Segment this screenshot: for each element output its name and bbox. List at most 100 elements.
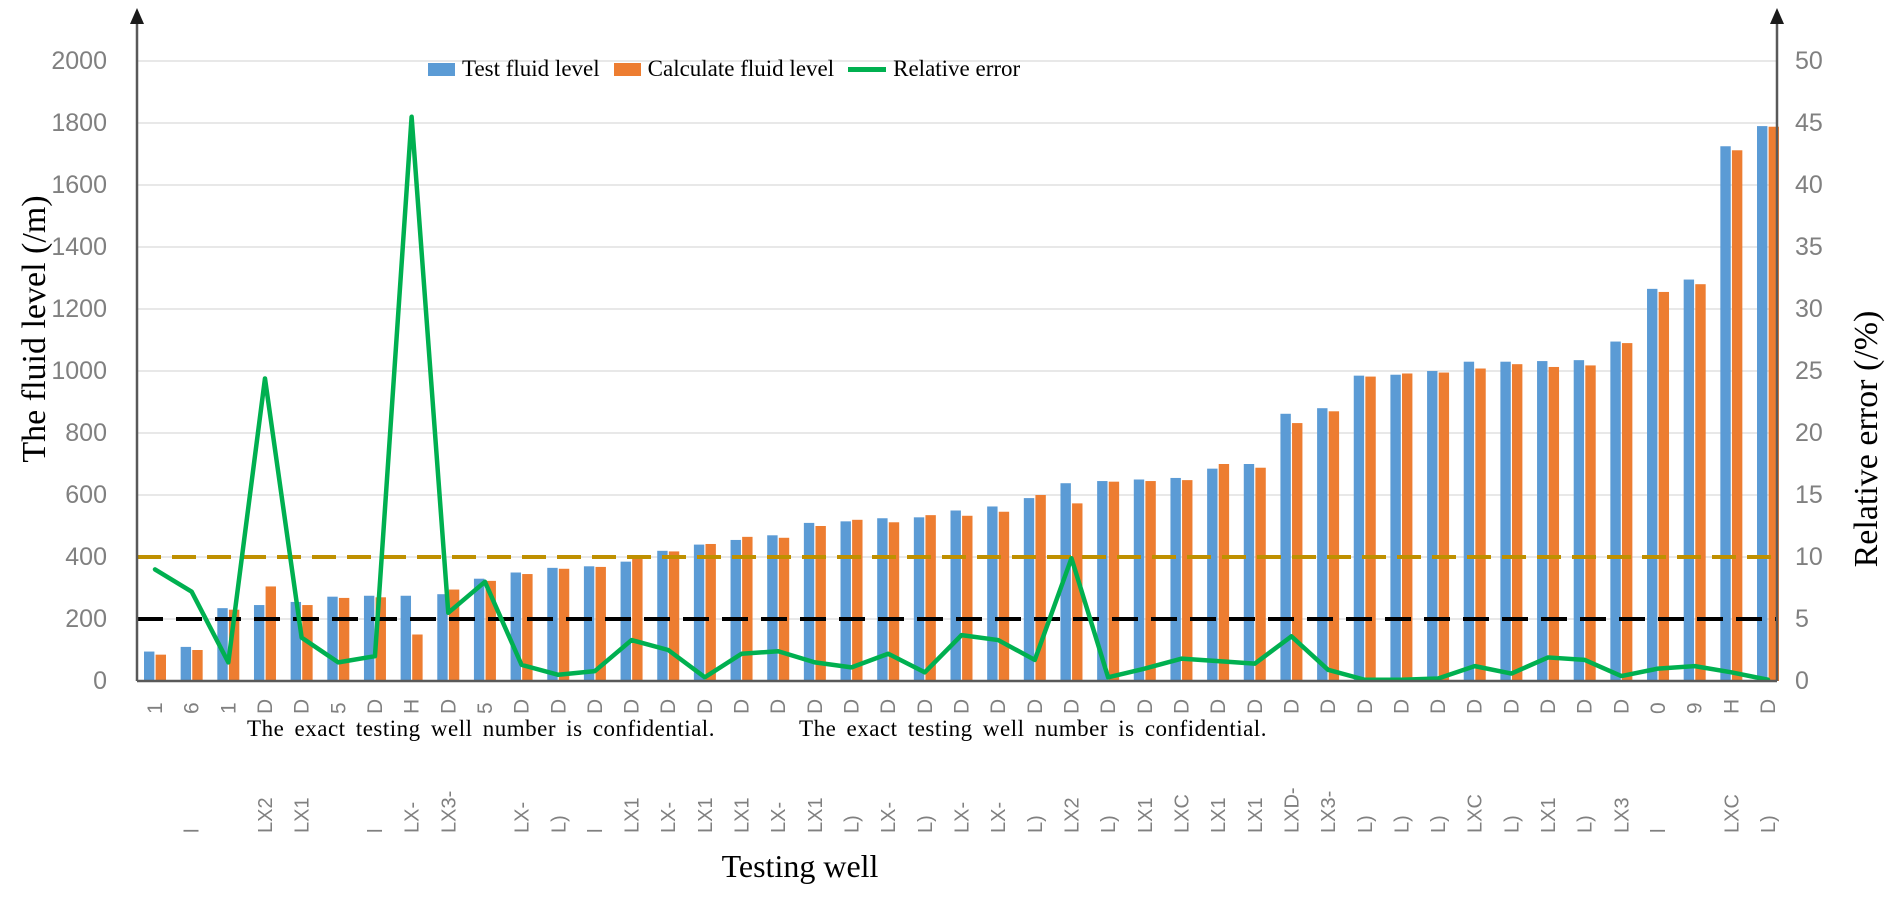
well-name-fragment-label: L) bbox=[1098, 815, 1120, 833]
bar-calculate-fluid-level bbox=[1438, 372, 1450, 681]
relative-error-line bbox=[152, 114, 1771, 683]
x-tick-label: D bbox=[1244, 699, 1267, 714]
bar-test-fluid-level bbox=[180, 646, 192, 681]
bar-test-fluid-level bbox=[400, 595, 412, 681]
bar-calculate-fluid-level bbox=[155, 654, 166, 681]
well-name-fragment-label: LX2 bbox=[1061, 797, 1083, 833]
bar-test-fluid-level bbox=[437, 594, 448, 681]
bar-test-fluid-level bbox=[1060, 483, 1071, 681]
bar-test-fluid-level bbox=[547, 567, 558, 681]
well-name-fragment-label: L) bbox=[1428, 815, 1450, 833]
legend-item-test-fluid-level: Test fluid level bbox=[428, 56, 600, 82]
left-axis-tick-label: 600 bbox=[65, 481, 107, 509]
bar-test-fluid-level bbox=[1647, 288, 1658, 681]
legend-label-calc: Calculate fluid level bbox=[647, 56, 835, 81]
x-tick-label: 1 bbox=[217, 702, 240, 714]
legend-label-test: Test fluid level bbox=[462, 56, 600, 81]
bar-calculate-fluid-level bbox=[265, 586, 276, 681]
x-tick-label: D bbox=[1537, 699, 1560, 714]
x-tick-label: D bbox=[877, 699, 900, 714]
bar-test-fluid-level bbox=[803, 522, 815, 681]
well-name-fragment-label: l bbox=[365, 829, 387, 833]
right-axis-tick-label: 0 bbox=[1795, 667, 1809, 695]
well-name-fragment-label: L) bbox=[548, 815, 570, 833]
well-name-fragment-label: LX1 bbox=[695, 797, 717, 833]
bar-test-fluid-level bbox=[1500, 361, 1511, 681]
bar-calculate-fluid-level bbox=[1695, 284, 1706, 681]
bar-test-fluid-level bbox=[657, 550, 668, 681]
bar-test-fluid-level bbox=[1353, 375, 1365, 681]
bar-calculate-fluid-level bbox=[1108, 481, 1120, 681]
well-name-fragment-label: LX- bbox=[402, 802, 424, 833]
bar-calculate-fluid-level bbox=[595, 566, 606, 681]
bar-calculate-fluid-level bbox=[192, 650, 203, 681]
bar-calculate-fluid-level bbox=[1365, 376, 1376, 681]
right-axis-tick-label: 35 bbox=[1795, 233, 1823, 261]
x-tick-label: D bbox=[1097, 699, 1120, 714]
bar-calculate-fluid-level bbox=[1658, 291, 1670, 681]
well-name-fragment-label: L) bbox=[842, 815, 864, 833]
x-tick-label: H bbox=[1720, 699, 1743, 714]
well-name-fragment-label: LX- bbox=[878, 802, 900, 833]
bar-test-fluid-level bbox=[510, 572, 521, 681]
bar-test-fluid-level bbox=[877, 518, 888, 681]
bar-test-fluid-level bbox=[1170, 477, 1181, 681]
left-axis-tick-label: 1600 bbox=[51, 171, 107, 199]
x-tick-label: D bbox=[1390, 699, 1413, 714]
x-tick-label: D bbox=[1170, 699, 1193, 714]
bar-test-fluid-level bbox=[913, 517, 925, 681]
bar-test-fluid-level bbox=[1573, 360, 1585, 681]
bar-test-fluid-level bbox=[1427, 371, 1438, 681]
right-axis-tick-label: 20 bbox=[1795, 419, 1823, 447]
well-name-fragment-label: l bbox=[182, 829, 204, 833]
bar-calculate-fluid-level bbox=[742, 536, 753, 681]
confidential-note-right: The exact testing well number is confide… bbox=[799, 716, 1267, 741]
bar-calculate-fluid-level bbox=[705, 543, 716, 681]
bar-calculate-fluid-level bbox=[1731, 150, 1743, 681]
bar-test-fluid-level bbox=[1610, 341, 1621, 681]
x-tick-label: 9 bbox=[1684, 702, 1707, 714]
x-tick-label: D bbox=[1207, 699, 1230, 714]
x-tick-label: D bbox=[951, 699, 974, 714]
bar-test-fluid-level bbox=[693, 544, 705, 681]
x-tick-label: D bbox=[1464, 699, 1487, 714]
left-axis-tick-label: 400 bbox=[65, 543, 107, 571]
left-axis-tick-label: 1800 bbox=[51, 109, 107, 137]
bar-calculate-fluid-level bbox=[1621, 343, 1633, 681]
legend: Test fluid level Calculate fluid level R… bbox=[428, 56, 1020, 82]
well-name-fragment-label: l bbox=[1648, 829, 1670, 833]
bar-calculate-fluid-level bbox=[1255, 467, 1266, 681]
x-tick-label: D bbox=[1427, 699, 1450, 714]
well-name-fragment-label: LXC bbox=[1465, 794, 1487, 833]
right-axis-tick-label: 5 bbox=[1795, 605, 1809, 633]
right-axis-arrow bbox=[1770, 8, 1784, 24]
bar-test-fluid-level bbox=[767, 535, 778, 681]
right-axis-tick-label: 50 bbox=[1795, 47, 1823, 75]
well-name-fragment-label: LX1 bbox=[1538, 797, 1560, 833]
well-name-fragment-label: L) bbox=[1391, 815, 1413, 833]
x-tick-label: D bbox=[987, 699, 1010, 714]
well-name-fragment-label: LX- bbox=[988, 802, 1010, 833]
well-name-fragment-label: LX- bbox=[658, 802, 680, 833]
left-axis-arrow bbox=[130, 8, 144, 24]
x-tick-label: D bbox=[1060, 699, 1083, 714]
left-axis-title: The fluid level (/m) bbox=[16, 195, 53, 463]
well-name-fragment-label: LX1 bbox=[732, 797, 754, 833]
well-name-fragment-label: LXD- bbox=[1281, 787, 1303, 833]
bar-calculate-fluid-level bbox=[998, 511, 1010, 681]
bar-test-fluid-level bbox=[987, 506, 998, 681]
confidential-note-left: The exact testing well number is confide… bbox=[247, 716, 715, 741]
bar-calculate-fluid-level bbox=[888, 522, 900, 681]
bar-calculate-fluid-level bbox=[1548, 366, 1560, 681]
x-tick-label: D bbox=[1500, 699, 1523, 714]
x-axis-title: Testing well bbox=[721, 848, 879, 884]
x-tick-label: D bbox=[1574, 699, 1597, 714]
bar-calculate-fluid-level bbox=[1035, 495, 1046, 681]
bar-calculate-fluid-level bbox=[632, 557, 643, 681]
x-tick-label: D bbox=[1317, 699, 1340, 714]
left-axis-tick-label: 200 bbox=[65, 605, 107, 633]
bar-calculate-fluid-level bbox=[412, 634, 423, 681]
bar-test-fluid-level bbox=[583, 566, 595, 681]
bar-test-fluid-level bbox=[1133, 479, 1145, 681]
x-tick-label: D bbox=[1134, 699, 1157, 714]
